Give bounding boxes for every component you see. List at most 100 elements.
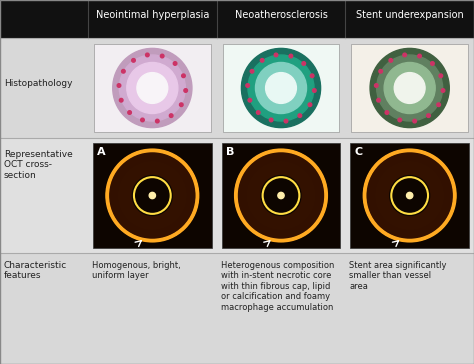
Circle shape (380, 166, 439, 225)
Circle shape (250, 164, 312, 227)
Circle shape (377, 55, 443, 121)
Circle shape (121, 70, 125, 73)
Circle shape (256, 171, 306, 220)
Bar (0, 253, 474, 364)
Circle shape (375, 161, 444, 230)
Circle shape (120, 163, 184, 228)
Text: Neointimal hyperplasia: Neointimal hyperplasia (96, 10, 209, 20)
Text: Stent underexpansion: Stent underexpansion (356, 10, 464, 20)
Circle shape (131, 174, 173, 217)
Circle shape (278, 192, 284, 199)
Circle shape (246, 84, 249, 87)
Circle shape (115, 158, 190, 233)
Circle shape (439, 74, 443, 78)
Circle shape (262, 176, 301, 215)
Text: Stent area significantly
smaller than vessel
area: Stent area significantly smaller than ve… (349, 261, 447, 291)
Circle shape (376, 162, 443, 229)
Circle shape (184, 89, 188, 92)
Circle shape (289, 54, 292, 58)
Circle shape (239, 154, 323, 237)
Circle shape (366, 152, 453, 239)
Circle shape (383, 169, 437, 222)
Circle shape (394, 72, 425, 103)
Circle shape (413, 119, 417, 123)
Circle shape (243, 158, 319, 233)
Circle shape (119, 162, 185, 229)
Circle shape (240, 155, 322, 236)
Circle shape (248, 55, 314, 121)
Circle shape (418, 54, 421, 58)
Circle shape (389, 174, 431, 217)
Circle shape (111, 154, 194, 237)
Circle shape (132, 59, 135, 62)
Circle shape (121, 164, 184, 227)
Circle shape (146, 53, 149, 57)
Circle shape (391, 176, 429, 215)
Circle shape (133, 176, 172, 215)
Circle shape (382, 168, 438, 223)
Circle shape (388, 173, 432, 218)
Circle shape (250, 70, 254, 73)
Circle shape (237, 152, 324, 239)
Circle shape (398, 118, 401, 122)
Circle shape (129, 173, 175, 218)
Circle shape (386, 171, 434, 219)
Circle shape (117, 84, 121, 87)
Circle shape (437, 103, 440, 107)
Circle shape (255, 63, 307, 114)
Text: Heterogenous composition
with in-stent necrotic core
with thin fibrous cap, lipi: Heterogenous composition with in-stent n… (221, 261, 334, 312)
Circle shape (113, 48, 192, 128)
Circle shape (125, 168, 180, 223)
Circle shape (389, 59, 392, 62)
Circle shape (107, 150, 198, 241)
Circle shape (441, 89, 445, 92)
Circle shape (126, 169, 179, 222)
Circle shape (430, 62, 434, 65)
Circle shape (108, 151, 197, 240)
Text: Homogenous, bright,
uniform layer: Homogenous, bright, uniform layer (92, 261, 181, 280)
Circle shape (387, 173, 433, 218)
Circle shape (372, 158, 447, 233)
Circle shape (377, 163, 442, 228)
Bar (94, 44, 210, 132)
Circle shape (403, 53, 407, 57)
Circle shape (392, 177, 428, 214)
Bar (222, 143, 340, 248)
Circle shape (127, 63, 178, 114)
Circle shape (384, 170, 436, 221)
Circle shape (368, 154, 451, 237)
Circle shape (367, 153, 452, 238)
Circle shape (116, 159, 188, 232)
Circle shape (374, 161, 445, 230)
Circle shape (149, 192, 155, 199)
Circle shape (269, 118, 273, 122)
Circle shape (260, 59, 264, 62)
Circle shape (308, 103, 312, 107)
Circle shape (238, 153, 323, 238)
Circle shape (248, 162, 314, 229)
Circle shape (254, 169, 308, 222)
Circle shape (244, 159, 318, 233)
Circle shape (390, 175, 430, 216)
Text: B: B (226, 147, 234, 157)
Circle shape (256, 111, 260, 114)
Circle shape (110, 153, 195, 238)
Circle shape (237, 151, 325, 240)
Circle shape (109, 152, 196, 239)
Circle shape (252, 166, 310, 225)
Circle shape (122, 165, 183, 226)
Circle shape (312, 89, 316, 92)
Circle shape (249, 163, 313, 228)
Bar (0, 38, 474, 138)
Circle shape (137, 72, 168, 103)
Circle shape (310, 74, 314, 78)
Circle shape (114, 157, 191, 234)
Circle shape (385, 171, 435, 220)
Circle shape (173, 62, 177, 65)
Circle shape (241, 48, 320, 128)
Circle shape (257, 171, 305, 219)
Circle shape (377, 98, 380, 102)
Circle shape (298, 114, 301, 118)
Circle shape (379, 165, 440, 226)
Circle shape (390, 175, 429, 215)
